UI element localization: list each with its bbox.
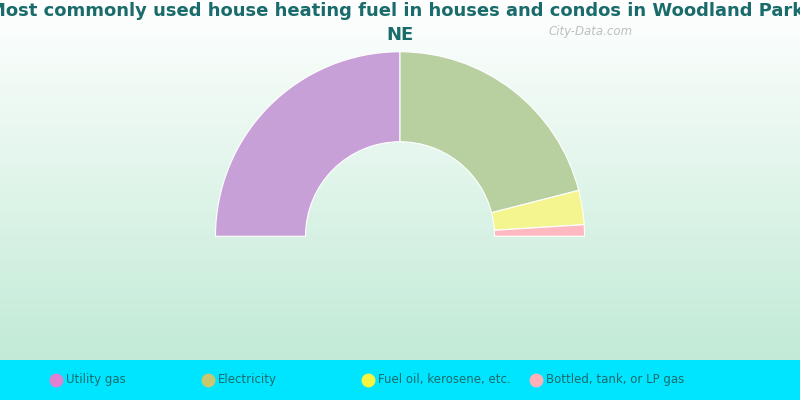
- Wedge shape: [400, 52, 578, 213]
- Text: Bottled, tank, or LP gas: Bottled, tank, or LP gas: [546, 374, 684, 386]
- Wedge shape: [491, 190, 584, 230]
- Wedge shape: [215, 52, 400, 236]
- Text: Electricity: Electricity: [218, 374, 277, 386]
- Text: Utility gas: Utility gas: [66, 374, 126, 386]
- Text: City-Data.com: City-Data.com: [549, 25, 633, 38]
- Wedge shape: [494, 225, 585, 236]
- Text: Most commonly used house heating fuel in houses and condos in Woodland Park,
NE: Most commonly used house heating fuel in…: [0, 2, 800, 44]
- Text: Fuel oil, kerosene, etc.: Fuel oil, kerosene, etc.: [378, 374, 510, 386]
